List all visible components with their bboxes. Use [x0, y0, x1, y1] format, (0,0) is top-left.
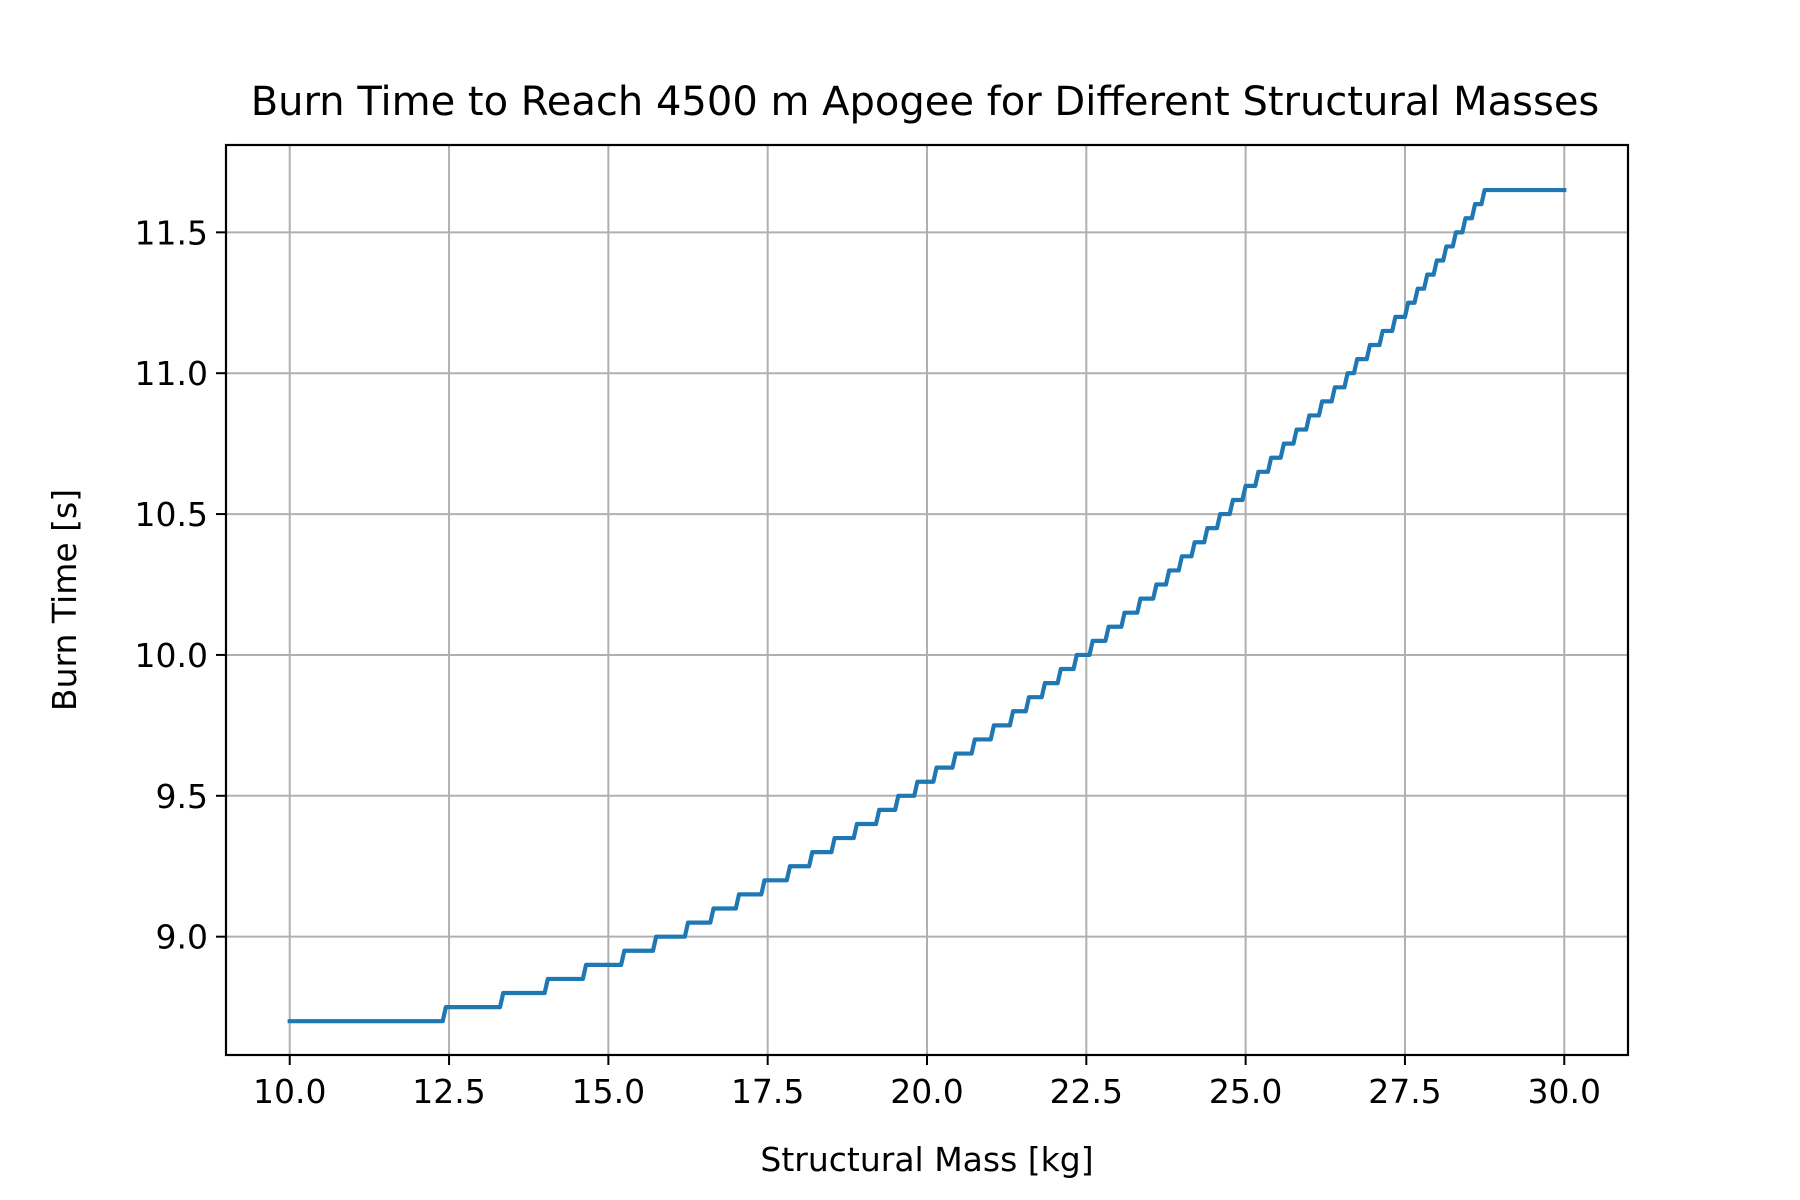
x-tick-label: 20.0 — [890, 1072, 963, 1111]
x-axis-label: Structural Mass [kg] — [760, 1140, 1093, 1179]
x-tick-label: 30.0 — [1528, 1072, 1601, 1111]
y-tick-label: 10.0 — [135, 636, 208, 675]
x-tick-label: 15.0 — [572, 1072, 645, 1111]
x-tick-label: 22.5 — [1050, 1072, 1123, 1111]
x-tick-label: 25.0 — [1209, 1072, 1282, 1111]
x-tick-label: 27.5 — [1368, 1072, 1441, 1111]
y-tick-label: 9.0 — [156, 918, 208, 957]
y-axis-ticks: 9.0 9.5 10.0 10.5 11.0 11.5 — [135, 213, 226, 957]
x-tick-label: 10.0 — [253, 1072, 326, 1111]
x-tick-label: 12.5 — [412, 1072, 485, 1111]
chart-title: Burn Time to Reach 4500 m Apogee for Dif… — [251, 79, 1600, 125]
y-tick-label: 11.0 — [135, 354, 208, 393]
x-axis-ticks: 10.0 12.5 15.0 17.5 20.0 22.5 25.0 27.5 30.0 — [253, 1055, 1601, 1111]
y-tick-label: 10.5 — [135, 495, 208, 534]
grid — [226, 145, 1628, 1055]
y-tick-label: 11.5 — [135, 213, 208, 252]
plot-line-group — [287, 187, 1567, 1024]
y-tick-label: 9.5 — [156, 777, 208, 816]
data-series-line — [287, 187, 1567, 1024]
x-tick-label: 17.5 — [731, 1072, 804, 1111]
y-axis-label: Burn Time [s] — [45, 489, 84, 711]
